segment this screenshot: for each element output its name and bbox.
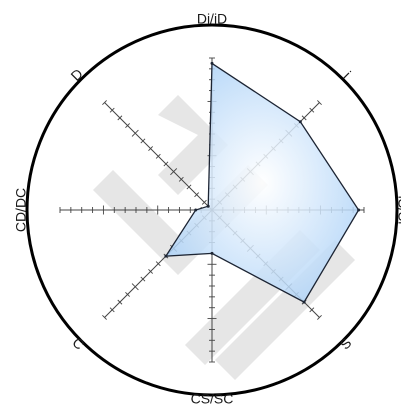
- axis-tick: [125, 292, 130, 297]
- axis-tick: [155, 153, 161, 159]
- axis-tick: [125, 123, 130, 128]
- axis-tick: [309, 107, 315, 113]
- data-point: [194, 208, 198, 212]
- axis-tick: [102, 100, 107, 105]
- axis-label-s: S: [337, 335, 355, 353]
- axis-tick: [186, 184, 192, 190]
- axis-tick: [317, 100, 322, 105]
- data-point: [206, 204, 210, 208]
- axis-tick: [131, 129, 139, 137]
- data-point: [164, 254, 168, 258]
- axis-label-i: i: [341, 68, 355, 82]
- axis-tick: [109, 107, 115, 113]
- axis-tick: [309, 307, 315, 313]
- axis-label-d: D: [67, 65, 85, 83]
- outer-circle: [25, 23, 399, 397]
- axis-tick: [109, 307, 115, 313]
- data-point: [210, 61, 214, 65]
- axis-tick: [317, 315, 322, 320]
- axis-label-c: C: [69, 334, 87, 352]
- axis-tick: [102, 315, 107, 320]
- axis-label-is-si: iS/Si: [395, 196, 401, 225]
- series-layer: [164, 61, 361, 304]
- axis-tick: [301, 115, 307, 121]
- data-point: [210, 251, 214, 255]
- axis-tick: [201, 199, 207, 205]
- axis-label-cs-sc: CS/SC: [191, 391, 234, 407]
- data-point: [298, 120, 302, 124]
- axis-tick: [117, 115, 123, 121]
- axis-tick: [131, 283, 139, 291]
- axis-tick: [155, 261, 161, 267]
- axis-tick: [170, 168, 178, 176]
- axis-tick: [178, 176, 184, 182]
- axis-tick: [140, 138, 146, 144]
- axis-tick: [163, 161, 169, 167]
- axis-tick: [148, 146, 154, 152]
- axis-label-cd-dc: CD/DC: [13, 188, 29, 232]
- data-point: [357, 208, 361, 212]
- axis-tick: [117, 299, 123, 305]
- axis-tick: [194, 192, 200, 198]
- data-point: [302, 300, 306, 304]
- axis-tick: [140, 276, 146, 282]
- axis-tick: [148, 268, 154, 274]
- axis-label-di-id: Di/iD: [197, 11, 227, 27]
